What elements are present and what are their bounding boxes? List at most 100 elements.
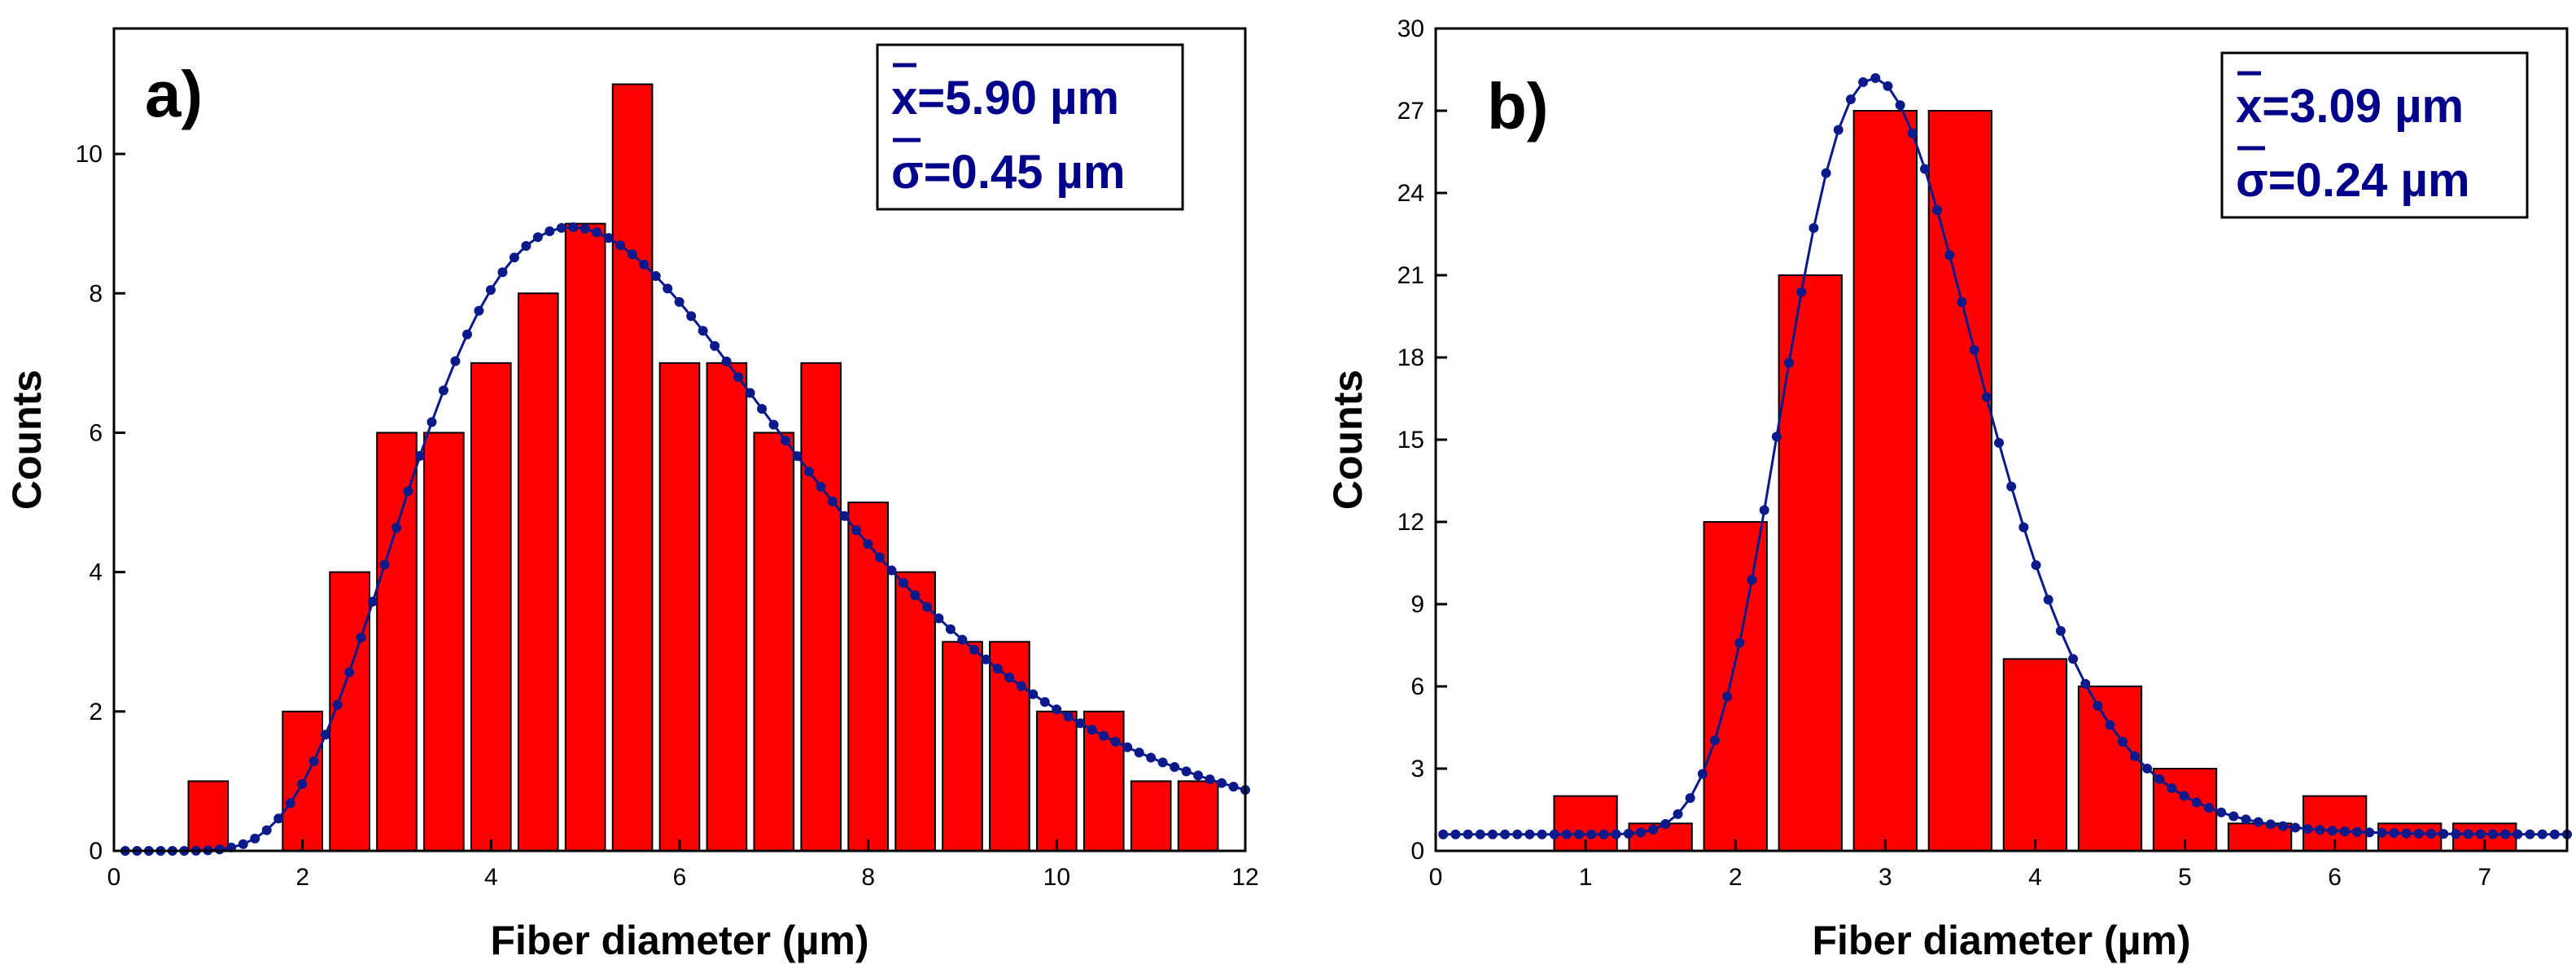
histogram-bar — [1927, 110, 1993, 852]
fit-point — [1463, 829, 1473, 839]
fit-point — [250, 833, 260, 844]
fit-point — [1969, 344, 1979, 355]
fit-point — [379, 559, 390, 570]
fit-point — [1487, 829, 1498, 839]
fit-point — [545, 226, 555, 236]
fit-point — [497, 267, 508, 278]
fit-point — [1016, 681, 1026, 691]
fit-point — [721, 356, 732, 366]
fit-point — [2265, 819, 2276, 830]
fit-point — [2253, 817, 2263, 827]
fit-point — [332, 699, 343, 710]
fit-point — [992, 664, 1003, 674]
x-tick-label: 10 — [1043, 864, 1070, 891]
fit-point — [851, 525, 861, 536]
fit-point — [2500, 829, 2511, 839]
histogram-bar — [376, 432, 418, 852]
fit-point — [639, 259, 649, 270]
fit-point — [663, 283, 673, 294]
fit-point — [828, 496, 838, 506]
fit-point — [1883, 81, 1893, 91]
x-tick-label: 0 — [107, 864, 121, 891]
fit-point — [2216, 807, 2227, 817]
fit-point — [816, 481, 826, 492]
fit-point — [214, 844, 225, 855]
fit-point — [579, 223, 590, 234]
histogram-bar — [894, 571, 936, 852]
fit-point — [450, 356, 461, 366]
fit-point — [615, 240, 626, 251]
fit-point — [1028, 689, 1039, 699]
stats-box: x=5.90 µm σ=0.45 µm — [876, 43, 1184, 211]
fit-point — [2191, 797, 2202, 808]
x-tick-label: 2 — [295, 864, 309, 891]
fit-point — [898, 578, 908, 589]
fit-point — [1821, 168, 1831, 178]
fit-point — [1561, 829, 1572, 839]
fit-point — [627, 249, 637, 260]
y-tick-label: 21 — [1397, 262, 1424, 289]
fit-point — [2438, 829, 2449, 839]
fit-point — [261, 825, 272, 835]
y-axis-ticks: 0 2 4 6 8 10 — [76, 141, 125, 865]
fit-point — [1004, 673, 1015, 683]
x-tick-label: 8 — [861, 864, 875, 891]
fit-point — [1450, 829, 1461, 839]
x-tick-label: 5 — [2178, 864, 2192, 891]
fit-point — [2154, 774, 2165, 784]
fit-point — [1438, 829, 1449, 839]
histogram-bar — [1778, 274, 1843, 852]
fit-point — [2475, 829, 2486, 839]
y-tick-label: 24 — [1397, 180, 1424, 207]
histogram-bar — [753, 432, 795, 852]
fit-point — [2105, 720, 2115, 730]
fit-point — [1170, 761, 1180, 772]
histogram-bars — [1553, 110, 2517, 852]
fit-point — [1052, 704, 1062, 715]
y-tick-label: 8 — [89, 280, 103, 307]
fit-point — [1500, 829, 1511, 839]
y-tick-label: 0 — [1410, 838, 1424, 865]
fit-point — [2142, 763, 2153, 774]
fit-point — [2117, 736, 2128, 747]
fit-point — [1635, 827, 1646, 838]
fit-point — [1623, 828, 1634, 839]
fit-point — [2006, 481, 2017, 492]
x-axis-title: Fiber diameter (µm) — [1812, 918, 2190, 963]
fit-point — [1957, 297, 1967, 308]
fit-point — [1771, 432, 1782, 442]
fit-point — [1205, 774, 1215, 785]
fit-point — [356, 633, 366, 643]
chart-panel-a: 0 2 4 6 8 10 12 0 2 4 6 8 10 a) x=5.90 µm σ=0.45 µm… — [4, 27, 1259, 963]
y-tick-label: 4 — [89, 559, 103, 586]
histogram-bar — [187, 780, 230, 852]
fit-point — [461, 329, 472, 340]
fit-point — [2303, 823, 2313, 834]
fit-point — [474, 305, 484, 316]
fit-point — [2093, 700, 2103, 711]
fit-point — [2549, 829, 2560, 839]
x-tick-label: 3 — [1878, 864, 1892, 891]
fit-point — [1981, 392, 1992, 402]
fit-point — [1734, 638, 1745, 648]
fit-point — [1146, 752, 1157, 763]
fit-point — [1710, 735, 1721, 746]
y-axis-title: Counts — [4, 370, 50, 510]
fit-point — [757, 404, 768, 414]
fit-point — [2327, 826, 2338, 836]
fit-point — [1099, 730, 1109, 741]
y-tick-label: 9 — [1410, 591, 1424, 618]
y-axis-ticks: 0 3 6 9 12 15 18 21 24 27 30 — [1397, 15, 1447, 865]
fit-point — [2080, 678, 2091, 689]
fit-curve — [1438, 72, 2572, 839]
histogram-bar — [564, 222, 606, 852]
fit-point — [2203, 803, 2214, 813]
fit-point — [1944, 250, 1955, 261]
fit-point — [2043, 594, 2053, 605]
fit-point — [426, 417, 437, 427]
fit-point — [1648, 824, 1659, 835]
fit-point — [1784, 357, 1795, 368]
fit-point — [403, 486, 413, 497]
fit-point — [1611, 829, 1621, 839]
